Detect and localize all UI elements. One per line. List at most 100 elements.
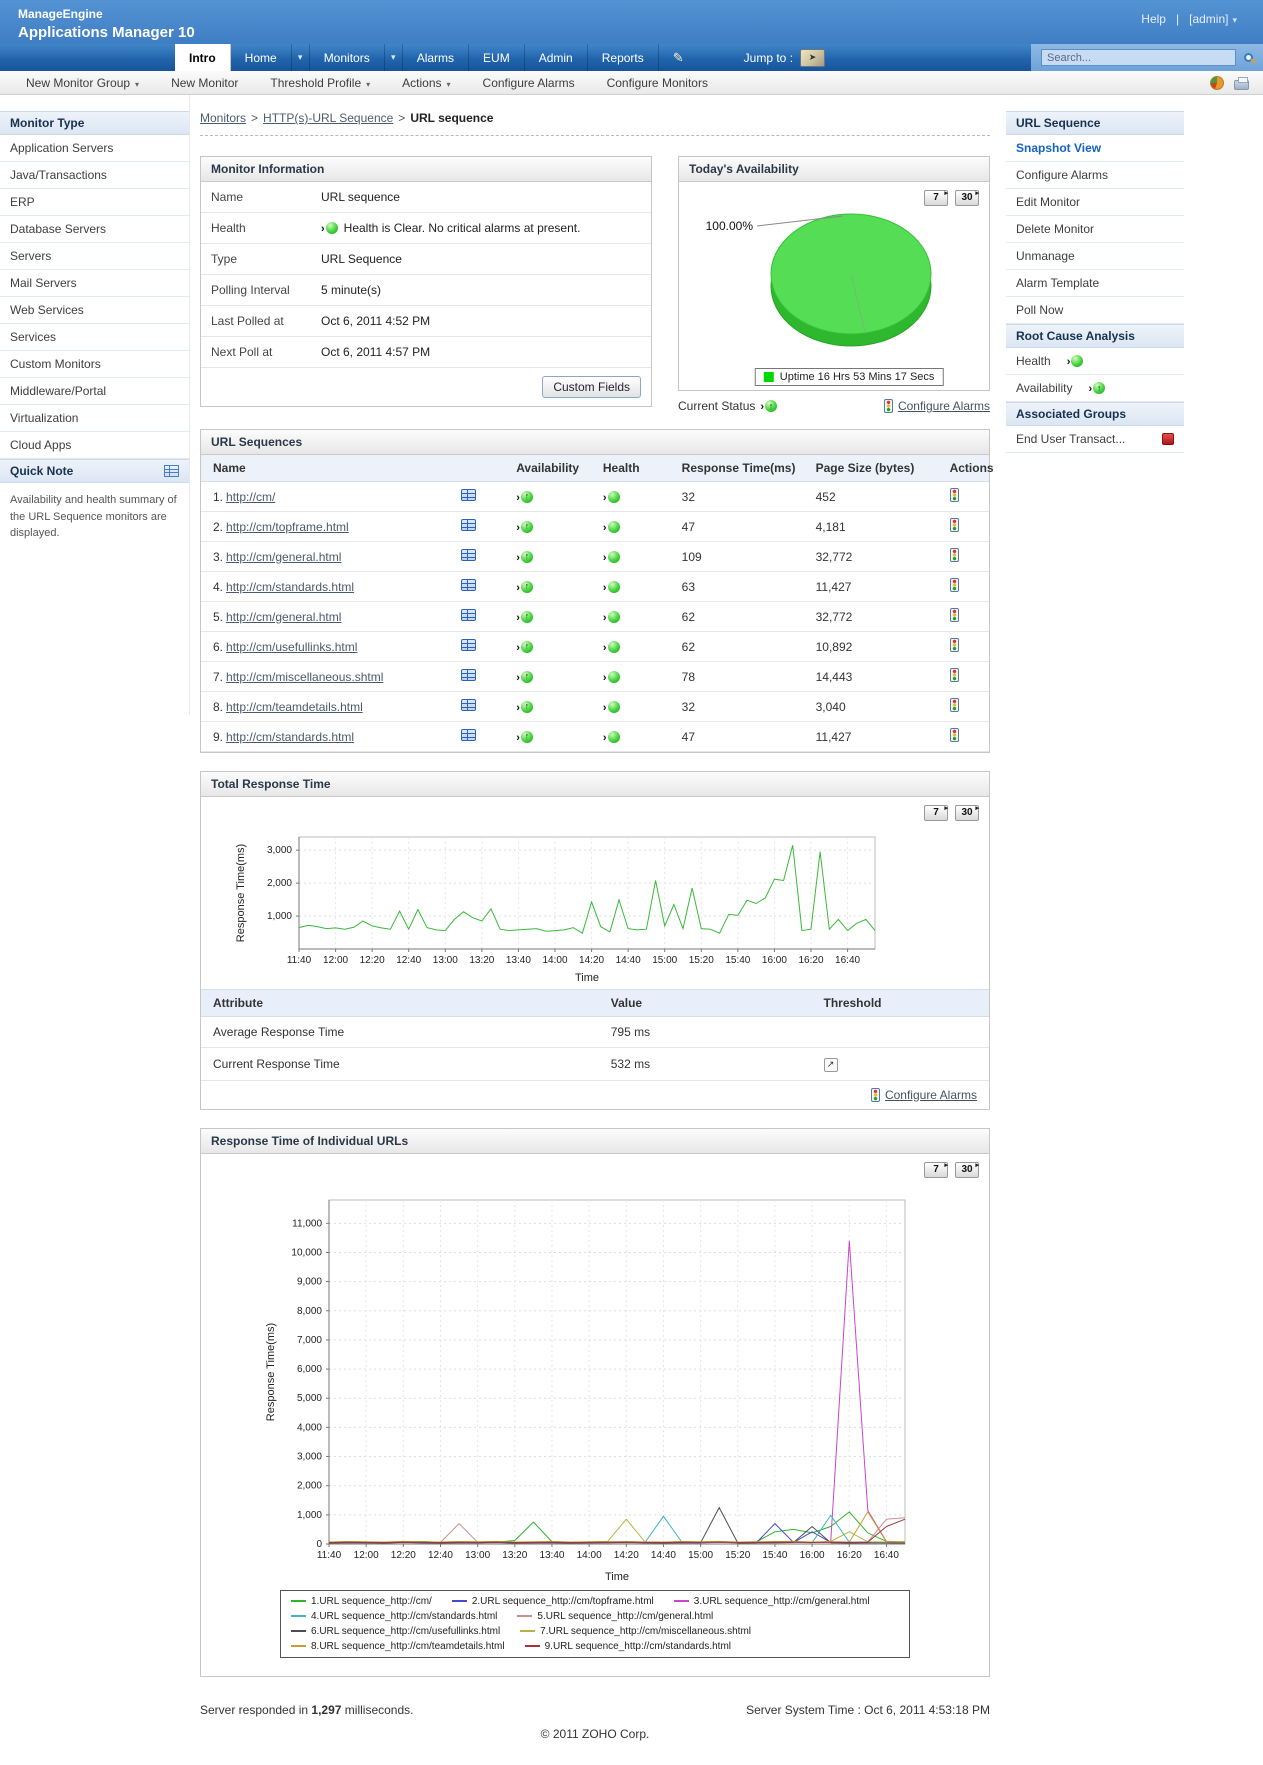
nav-spacer (0, 44, 175, 71)
sidebar-item[interactable]: Application Servers (0, 135, 189, 162)
alarm-traffic-icon[interactable] (949, 578, 959, 592)
menu-item[interactable]: Configure Alarms (1006, 162, 1184, 189)
sidebar-item[interactable]: Servers (0, 243, 189, 270)
chevron-down-icon[interactable] (292, 44, 310, 71)
url-link[interactable]: http://cm/miscellaneous.shtml (226, 669, 384, 684)
alarm-traffic-icon[interactable] (949, 668, 959, 682)
threshold-icon[interactable] (823, 1057, 838, 1072)
svg-text:13:00: 13:00 (465, 1550, 490, 1561)
configure-alarms-link[interactable]: Configure Alarms (897, 399, 990, 413)
svg-text:9,000: 9,000 (297, 1276, 322, 1287)
details-icon[interactable] (461, 549, 477, 561)
toolbar-item[interactable]: Actions (386, 76, 466, 90)
alarm-traffic-icon[interactable] (949, 488, 959, 502)
info-row: Next Poll at Oct 6, 2011 4:57 PM (201, 337, 651, 368)
print-icon[interactable] (1234, 76, 1249, 90)
menu-item[interactable]: Unmanage (1006, 243, 1184, 270)
menu-item[interactable]: Edit Monitor (1006, 189, 1184, 216)
last-7-days-button[interactable]: 7 (924, 1159, 948, 1178)
nav-tab[interactable]: Alarms (403, 44, 470, 71)
toolbar-item[interactable]: New Monitor Group (10, 76, 155, 90)
alarm-traffic-icon[interactable] (949, 548, 959, 562)
legend-entry: 1.URL sequence_http://cm/ (291, 1596, 432, 1607)
sidebar-item[interactable]: Custom Monitors (0, 351, 189, 378)
info-value: Health is Clear. No critical alarms at p… (321, 221, 580, 235)
toolbar-item[interactable]: Threshold Profile (254, 76, 386, 90)
response-time-value: 47 (681, 519, 696, 534)
toolbar-item[interactable]: New Monitor (171, 75, 239, 90)
pie-percent-label: 100.00% (706, 219, 754, 233)
url-link[interactable]: http://cm/teamdetails.html (226, 699, 363, 714)
last-30-days-button[interactable]: 30 (955, 1159, 979, 1178)
url-link[interactable]: http://cm/general.html (226, 609, 342, 624)
status-row[interactable]: Availability (1006, 375, 1184, 402)
nav-tab[interactable]: Monitors (310, 44, 385, 71)
details-icon[interactable] (461, 729, 477, 741)
url-link[interactable]: http://cm/general.html (226, 549, 342, 564)
nav-tab[interactable]: Home (231, 44, 292, 71)
jump-to-icon[interactable] (800, 48, 826, 67)
sidebar-item[interactable]: Middleware/Portal (0, 378, 189, 405)
last-7-days-button[interactable]: 7 (924, 187, 948, 206)
alarm-traffic-icon[interactable] (949, 608, 959, 622)
help-link[interactable]: Help (1141, 12, 1166, 26)
custom-fields-button[interactable]: Custom Fields (542, 376, 641, 398)
status-row[interactable]: Health (1006, 348, 1184, 375)
breadcrumb-monitors-link[interactable]: Monitors (200, 111, 247, 125)
toolbar-item[interactable]: Configure Monitors (606, 75, 708, 90)
page-size-value: 32,772 (815, 609, 853, 624)
alarm-traffic-icon[interactable] (949, 638, 959, 652)
chevron-down-icon[interactable] (385, 44, 403, 71)
configure-alarms-link[interactable]: Configure Alarms (884, 1087, 977, 1102)
menu-item[interactable]: Poll Now (1006, 297, 1184, 324)
alarm-traffic-icon[interactable] (949, 518, 959, 532)
url-link[interactable]: http://cm/topframe.html (226, 519, 349, 534)
search-icon[interactable] (1244, 53, 1253, 62)
sidebar-item[interactable]: Cloud Apps (0, 432, 189, 459)
details-icon[interactable] (461, 489, 477, 501)
svg-text:1,000: 1,000 (297, 1509, 322, 1520)
nav-tab[interactable]: Reports (588, 44, 659, 71)
sidebar-item[interactable]: Virtualization (0, 405, 189, 432)
note-icon[interactable] (164, 465, 179, 477)
sidebar-item[interactable]: Web Services (0, 297, 189, 324)
toolbar-item[interactable]: Configure Alarms (482, 75, 575, 90)
edit-icon[interactable] (659, 44, 698, 71)
group-row[interactable]: End User Transact... (1006, 426, 1184, 453)
alarm-traffic-icon[interactable] (949, 698, 959, 712)
pie-chart-icon[interactable] (1210, 75, 1224, 90)
nav-tab[interactable]: Admin (525, 44, 588, 71)
menu-item[interactable]: Snapshot View (1006, 135, 1184, 162)
details-icon[interactable] (461, 519, 477, 531)
health-status-icon (603, 550, 620, 564)
details-icon[interactable] (461, 609, 477, 621)
url-link[interactable]: http://cm/standards.html (226, 729, 355, 744)
search-input[interactable] (1041, 49, 1236, 66)
details-icon[interactable] (461, 669, 477, 681)
url-link[interactable]: http://cm/standards.html (226, 579, 355, 594)
nav-tab[interactable]: Intro (175, 44, 231, 71)
url-link[interactable]: http://cm/ (226, 489, 276, 504)
sidebar-item[interactable]: ERP (0, 189, 189, 216)
sidebar-item[interactable]: Mail Servers (0, 270, 189, 297)
sidebar-item[interactable]: Java/Transactions (0, 162, 189, 189)
legend-swatch (291, 1645, 306, 1647)
breadcrumb-type-link[interactable]: HTTP(s)-URL Sequence (263, 111, 394, 125)
url-link[interactable]: http://cm/usefullinks.html (226, 639, 358, 654)
last-7-days-button[interactable]: 7 (924, 802, 948, 821)
alarm-traffic-icon[interactable] (949, 728, 959, 742)
info-label: Type (211, 252, 238, 266)
legend-swatch (291, 1630, 306, 1632)
details-icon[interactable] (461, 579, 477, 591)
legend-swatch (291, 1615, 306, 1617)
last-30-days-button[interactable]: 30 (955, 802, 979, 821)
user-menu[interactable]: [admin] (1189, 12, 1237, 26)
details-icon[interactable] (461, 699, 477, 711)
menu-item[interactable]: Delete Monitor (1006, 216, 1184, 243)
sidebar-item[interactable]: Services (0, 324, 189, 351)
last-30-days-button[interactable]: 30 (955, 187, 979, 206)
details-icon[interactable] (461, 639, 477, 651)
menu-item[interactable]: Alarm Template (1006, 270, 1184, 297)
nav-tab[interactable]: EUM (469, 44, 525, 71)
sidebar-item[interactable]: Database Servers (0, 216, 189, 243)
